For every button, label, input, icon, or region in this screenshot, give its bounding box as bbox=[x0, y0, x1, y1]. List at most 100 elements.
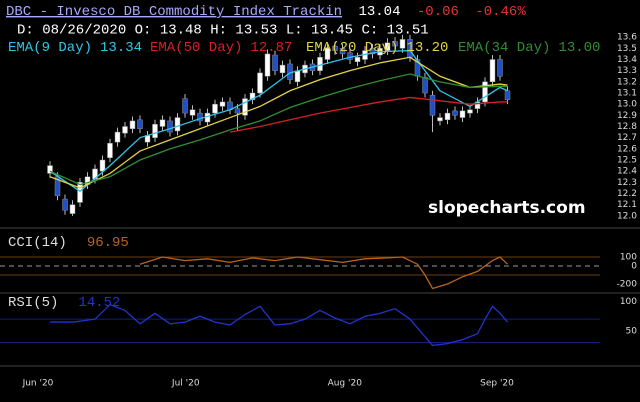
candle-body bbox=[159, 119, 166, 127]
y-tick-label: 12.2 bbox=[617, 189, 637, 199]
indicator-line bbox=[49, 49, 508, 193]
ticker-title[interactable]: DBC - Invesco DB Commodity Index Trackin bbox=[6, 4, 342, 20]
y-tick-label: 12.8 bbox=[617, 122, 637, 132]
indicator-name: RSI(5) bbox=[8, 295, 58, 311]
y-tick-label: -200 bbox=[617, 280, 638, 290]
x-tick-label: Jun '20 bbox=[22, 379, 54, 389]
indicator-value: 14.52 bbox=[78, 295, 120, 311]
candle-body bbox=[399, 39, 406, 49]
y-tick-label: 13.1 bbox=[617, 89, 637, 99]
candle-body bbox=[497, 59, 503, 77]
legend-entry: EMA(34 Day) 13.00 bbox=[458, 40, 600, 56]
candle-body bbox=[257, 72, 263, 94]
candle-body bbox=[129, 120, 136, 129]
last-price: 13.04 bbox=[358, 4, 400, 20]
legend-value: 13.34 bbox=[100, 40, 142, 56]
indicator-value: 96.95 bbox=[87, 235, 129, 251]
y-tick-label: 13.2 bbox=[617, 77, 637, 87]
candle-body bbox=[249, 92, 256, 100]
x-tick-label: Jul '20 bbox=[171, 379, 200, 389]
candle-body bbox=[294, 70, 301, 83]
legend-entry: EMA(9 Day) 13.34 bbox=[8, 40, 142, 56]
header: DBC - Invesco DB Commodity Index Trackin… bbox=[6, 4, 526, 20]
candle-body bbox=[444, 112, 451, 121]
legend-value: 12.87 bbox=[250, 40, 292, 56]
candle-body bbox=[242, 98, 248, 116]
indicator-legend: CCI(14) 96.95 bbox=[8, 235, 129, 251]
legend-name: EMA(20 Day) bbox=[306, 40, 398, 56]
candle-body bbox=[459, 110, 466, 118]
y-tick-label: 13.5 bbox=[617, 44, 637, 54]
candle-body bbox=[324, 48, 331, 60]
candle-body bbox=[219, 101, 226, 107]
candle-body bbox=[62, 198, 68, 211]
candle-body bbox=[182, 98, 188, 114]
indicator-line bbox=[49, 56, 508, 189]
y-tick-label: 13.0 bbox=[617, 100, 637, 110]
change-pct: -0.46% bbox=[475, 4, 526, 20]
candle-body bbox=[189, 109, 196, 116]
candle-body bbox=[99, 159, 106, 172]
legend-name: EMA(34 Day) bbox=[458, 40, 550, 56]
indicator-legend: RSI(5) 14.52 bbox=[8, 295, 120, 311]
legend-entry: EMA(50 Day) 12.87 bbox=[150, 40, 292, 56]
candle-body bbox=[212, 103, 218, 114]
indicator-line bbox=[49, 73, 508, 186]
y-tick-label: 12.0 bbox=[617, 211, 637, 221]
candle-body bbox=[332, 45, 338, 51]
candle-body bbox=[482, 81, 488, 103]
y-tick-label: 50 bbox=[626, 326, 638, 336]
y-tick-label: 12.6 bbox=[617, 144, 637, 154]
y-tick-label: 12.5 bbox=[617, 156, 637, 166]
candle-body bbox=[339, 48, 346, 55]
change: -0.06 bbox=[417, 4, 459, 20]
candle-body bbox=[384, 42, 391, 51]
y-tick-label: 12.1 bbox=[617, 200, 637, 210]
candle-body bbox=[354, 57, 361, 62]
legend-name: EMA(9 Day) bbox=[8, 40, 92, 56]
candle-body bbox=[234, 108, 241, 114]
candle-body bbox=[69, 204, 76, 214]
candle-body bbox=[114, 131, 121, 143]
watermark: slopecharts.com bbox=[428, 198, 586, 218]
candle-body bbox=[272, 54, 278, 71]
candle-body bbox=[174, 117, 181, 132]
candle-body bbox=[264, 53, 271, 77]
candle-body bbox=[437, 117, 443, 122]
candle-body bbox=[467, 109, 473, 114]
y-tick-label: 100 bbox=[620, 253, 637, 263]
indicator-line bbox=[50, 303, 508, 347]
candle-body bbox=[422, 77, 428, 94]
candle-body bbox=[279, 64, 286, 74]
y-tick-label: 12.9 bbox=[617, 111, 637, 121]
y-tick-label: 100 bbox=[620, 297, 637, 307]
candle-body bbox=[197, 112, 203, 122]
x-tick-label: Aug '20 bbox=[328, 379, 363, 389]
candle-body bbox=[47, 165, 53, 174]
candle-body bbox=[452, 110, 458, 116]
x-tick-label: Sep '20 bbox=[480, 379, 514, 389]
candle-body bbox=[489, 59, 496, 83]
candle-body bbox=[152, 124, 158, 138]
indicator-name: CCI(14) bbox=[8, 235, 67, 251]
candle-body bbox=[122, 126, 128, 134]
y-tick-label: 13.6 bbox=[617, 33, 637, 43]
y-tick-label: 12.7 bbox=[617, 133, 637, 143]
y-tick-label: 12.3 bbox=[617, 178, 637, 188]
y-tick-label: 12.4 bbox=[617, 167, 637, 177]
ohlc-summary: D: 08/26/2020 O: 13.48 H: 13.53 L: 13.45… bbox=[17, 23, 429, 39]
indicator-line bbox=[229, 96, 508, 133]
y-tick-label: 13.4 bbox=[617, 55, 637, 65]
legend-value: 13.20 bbox=[406, 40, 448, 56]
legend-entry: EMA(20 Day) 13.20 bbox=[306, 40, 448, 56]
indicator-line bbox=[139, 256, 508, 290]
legend-name: EMA(50 Day) bbox=[150, 40, 242, 56]
candle-body bbox=[77, 182, 83, 203]
y-tick-label: 0 bbox=[631, 262, 637, 272]
legend-value: 13.00 bbox=[558, 40, 600, 56]
candle-body bbox=[137, 119, 143, 129]
candle-body bbox=[504, 90, 511, 100]
y-tick-label: 13.3 bbox=[617, 66, 637, 76]
candle-body bbox=[369, 48, 376, 55]
